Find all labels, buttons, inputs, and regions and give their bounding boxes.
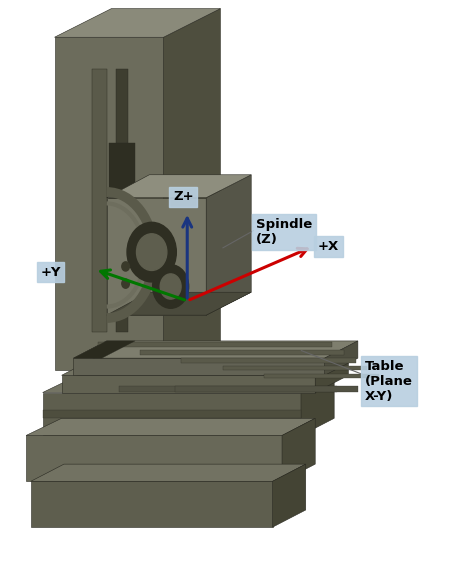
Text: Table
(Plane
X-Y): Table (Plane X-Y) xyxy=(365,359,413,403)
Polygon shape xyxy=(118,386,337,392)
Polygon shape xyxy=(62,358,348,375)
Polygon shape xyxy=(282,418,315,481)
Polygon shape xyxy=(92,69,107,332)
Circle shape xyxy=(122,279,129,288)
Polygon shape xyxy=(31,464,306,481)
Polygon shape xyxy=(26,435,282,481)
Circle shape xyxy=(137,234,167,270)
Polygon shape xyxy=(164,9,220,370)
Polygon shape xyxy=(73,341,135,358)
Polygon shape xyxy=(223,366,367,370)
Polygon shape xyxy=(181,358,356,363)
Polygon shape xyxy=(116,69,128,332)
Polygon shape xyxy=(109,143,135,229)
Polygon shape xyxy=(325,341,358,375)
Polygon shape xyxy=(264,374,379,378)
Circle shape xyxy=(153,265,189,308)
Polygon shape xyxy=(26,418,315,435)
Text: +X: +X xyxy=(318,240,339,253)
Polygon shape xyxy=(31,481,273,527)
Polygon shape xyxy=(43,375,334,393)
Polygon shape xyxy=(73,341,358,358)
Circle shape xyxy=(127,222,176,282)
Polygon shape xyxy=(43,393,301,435)
Circle shape xyxy=(122,262,129,271)
Polygon shape xyxy=(175,386,358,392)
Polygon shape xyxy=(315,358,348,393)
Text: Z+: Z+ xyxy=(173,190,194,203)
Polygon shape xyxy=(301,375,334,435)
Polygon shape xyxy=(107,198,206,315)
Polygon shape xyxy=(273,464,306,527)
Polygon shape xyxy=(107,292,251,315)
Polygon shape xyxy=(206,175,251,315)
Polygon shape xyxy=(140,350,344,355)
Polygon shape xyxy=(73,358,325,375)
Text: +Y: +Y xyxy=(40,266,61,278)
Polygon shape xyxy=(62,375,315,393)
Polygon shape xyxy=(55,37,164,370)
Polygon shape xyxy=(43,410,301,418)
Polygon shape xyxy=(107,175,251,198)
Circle shape xyxy=(160,274,181,299)
Text: Spindle
(Z): Spindle (Z) xyxy=(256,218,312,246)
Polygon shape xyxy=(55,9,220,37)
Polygon shape xyxy=(98,342,332,347)
